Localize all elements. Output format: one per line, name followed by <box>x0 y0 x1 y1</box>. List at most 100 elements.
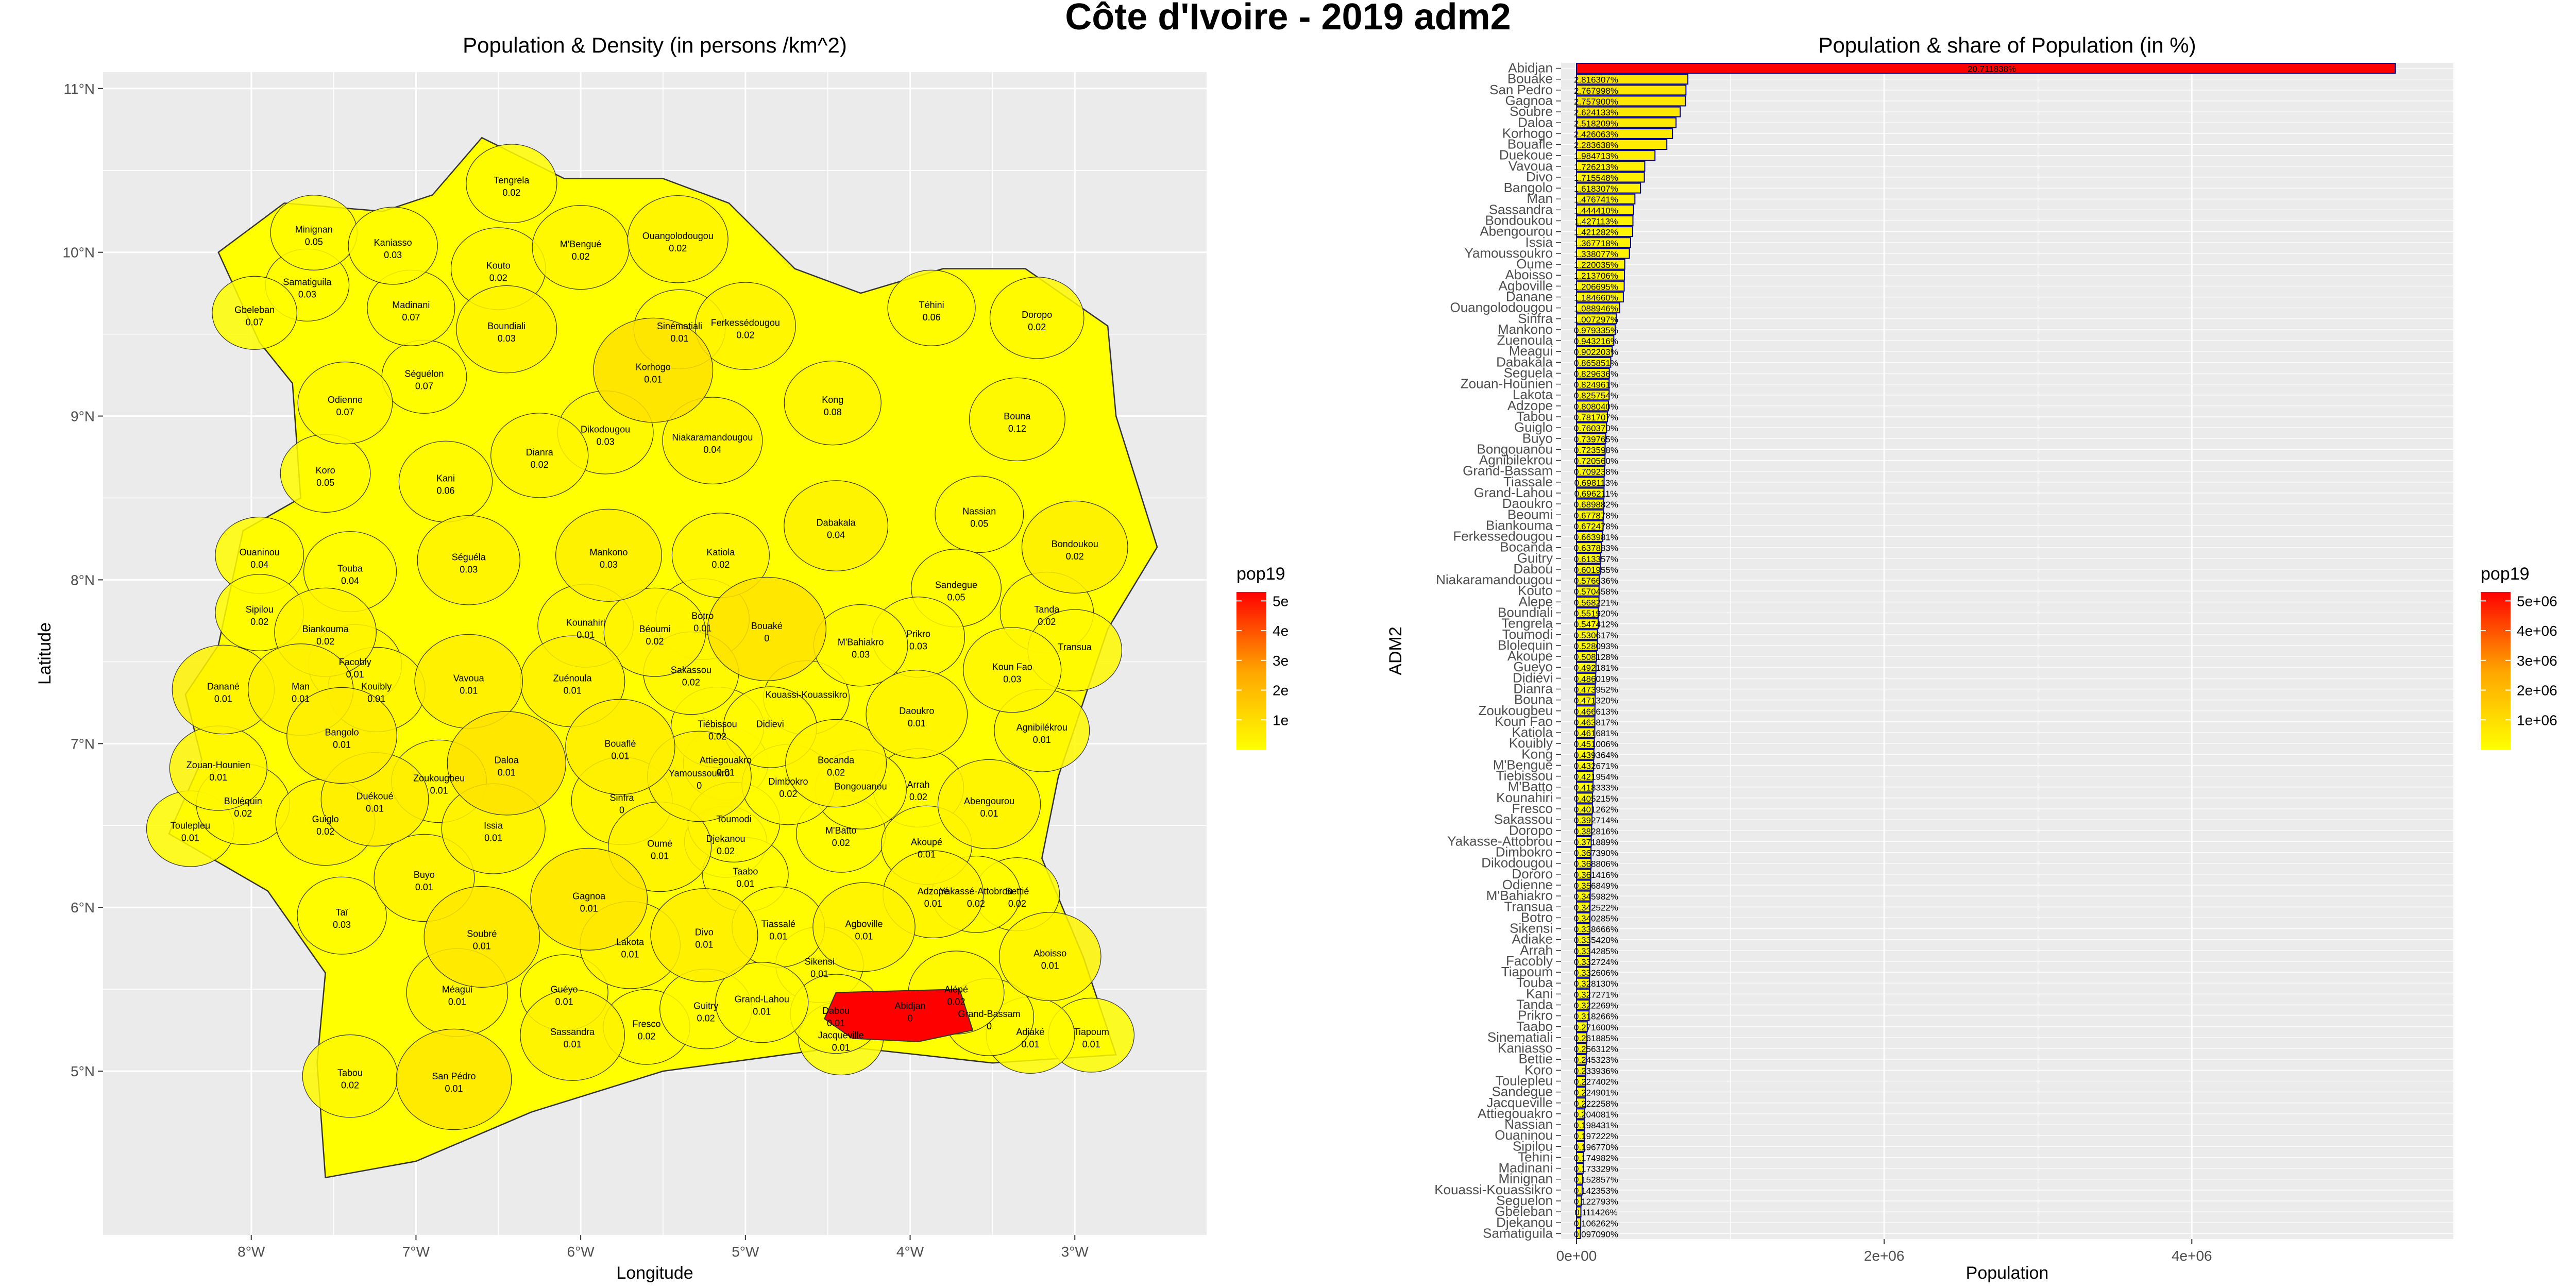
region-shape <box>812 882 916 972</box>
bar-y-tick-label: Zuenoula <box>1497 332 1553 348</box>
bar <box>1576 117 1677 128</box>
bar-y-tick-label: Sassandra <box>1489 201 1553 217</box>
bar-data-label: 0.466613% <box>1574 707 1618 717</box>
bar <box>1576 727 1596 738</box>
region-density-label: 0.01 <box>460 686 478 696</box>
region-density-label: 0.02 <box>669 243 687 253</box>
bar-data-label: 1.984713% <box>1574 151 1618 161</box>
bar-y-tick-label: Divo <box>1526 169 1553 184</box>
legend-label: 3e+06 <box>1273 653 1288 669</box>
bar-y-tick-label: Kani <box>1526 986 1553 1001</box>
region-shape <box>466 144 557 223</box>
bar-data-label: 0.332606% <box>1574 968 1618 978</box>
legend-colorbar <box>2481 592 2511 750</box>
bar <box>1576 999 1590 1011</box>
region-name-label: Daoukro <box>899 706 934 716</box>
bar-data-label: 1.184660% <box>1574 293 1618 302</box>
region-density-label: 0.01 <box>924 899 942 909</box>
bar-data-label: 0.576636% <box>1574 576 1618 586</box>
bar-data-label: 0.421954% <box>1574 772 1618 782</box>
bar-y-tick-label: Didievi <box>1513 670 1553 685</box>
region-name-label: Zoukougbeu <box>413 773 465 783</box>
region-name-label: Dikodougou <box>581 424 630 434</box>
bar-y-tick-label: Zouan-Hounien <box>1461 376 1553 392</box>
region-name-label: Prikro <box>906 629 930 639</box>
region-name-label: Niakaramandougou <box>672 432 753 443</box>
region-shape <box>785 719 887 808</box>
region-density-label: 0.03 <box>852 650 870 660</box>
bar <box>1576 161 1646 172</box>
bar-y-tick-label: Yamoussoukro <box>1465 245 1553 261</box>
bar-data-label: 0.698113% <box>1574 478 1618 488</box>
bar-data-label: 0.943216% <box>1574 336 1618 346</box>
bar-y-tick-label: Ouaninou <box>1495 1127 1553 1143</box>
bar-data-label: 0.327271% <box>1574 990 1618 999</box>
region-density-label: 0.02 <box>1028 322 1046 332</box>
region-density-label: 0.04 <box>703 445 721 455</box>
region-density-label: 0.12 <box>1008 423 1026 434</box>
bar-data-label: 0.342522% <box>1574 903 1618 912</box>
bar <box>1576 847 1592 858</box>
region-shape <box>707 577 826 681</box>
bar-y-tick-label: Koun Fao <box>1495 714 1553 729</box>
bar-data-label: 0.204081% <box>1574 1110 1618 1120</box>
bar-y-tick-label: Bouake <box>1507 71 1553 87</box>
bar <box>1576 1228 1581 1239</box>
region-density-label: 0.02 <box>316 826 334 837</box>
bar-y-tick-label: Seguela <box>1504 365 1553 380</box>
region-shape <box>348 207 438 285</box>
region-name-label: Bondoukou <box>1052 539 1098 549</box>
bar-y-tick-label: Sikensi <box>1510 921 1553 936</box>
region-density-label: 0.01 <box>580 903 598 913</box>
bar <box>1576 63 2396 74</box>
region-name-label: Bouaflé <box>604 739 636 749</box>
bar-y-tick-label: Jacqueville <box>1486 1095 1553 1110</box>
bar-y-tick-label: Taabo <box>1516 1019 1553 1034</box>
region-density-label: 0.07 <box>336 407 354 417</box>
bar-y-tick-label: Dianra <box>1513 681 1553 696</box>
bar-y-tick-label: Oume <box>1516 256 1553 272</box>
bar-y-tick-label: Tabou <box>1516 409 1553 424</box>
bar-data-label: 0.271600% <box>1574 1023 1618 1032</box>
region-name-label: Korhogo <box>636 362 671 372</box>
region-shape <box>456 285 557 374</box>
region-density-label: 0.02 <box>502 188 520 198</box>
bar-y-tick-label: Biankouma <box>1486 517 1553 533</box>
region-density-label: 0.01 <box>445 1083 463 1094</box>
bar <box>1576 150 1656 161</box>
bar-y-tick-label: Kouibly <box>1509 735 1553 751</box>
map-x-axis-title: Longitude <box>616 1263 693 1283</box>
bar-data-label: 0.473952% <box>1574 685 1618 694</box>
bar-y-tick-label: Korhogo <box>1502 125 1553 141</box>
region-name-label: Vavoua <box>453 673 485 684</box>
bar-y-tick-label: Abengourou <box>1480 224 1553 239</box>
bar-data-label: 0.328130% <box>1574 979 1618 989</box>
legend-title: pop19 <box>1236 564 1285 584</box>
bar-y-tick-label: Lakota <box>1513 387 1553 402</box>
region-shape <box>935 476 1024 553</box>
bar <box>1576 389 1610 401</box>
bar <box>1576 923 1590 935</box>
region-shape <box>998 912 1101 1002</box>
bar-y-tick-label: Kounahiri <box>1496 790 1553 805</box>
region-density-label: 0.02 <box>646 636 664 647</box>
bar-data-label: 0.781707% <box>1574 413 1618 422</box>
bar-data-label: 0.760370% <box>1574 423 1618 433</box>
bar-data-label: 0.677878% <box>1574 511 1618 520</box>
region-name-label: Adzopé <box>918 886 949 896</box>
bar-data-label: 0.439364% <box>1574 750 1618 760</box>
region-density-label: 0.01 <box>564 686 582 696</box>
bar-y-tick-label: Seguelon <box>1496 1193 1553 1208</box>
bar-y-tick-label: Dimbokro <box>1496 844 1553 860</box>
bar-y-tick-label: Gueyo <box>1513 659 1553 674</box>
bar <box>1576 269 1625 281</box>
region-name-label: Toulepleu <box>171 821 210 831</box>
legend-label: 1e+06 <box>2517 712 2557 728</box>
bar-data-label: 0.197222% <box>1574 1131 1618 1141</box>
region-density-label: 0.01 <box>1082 1039 1100 1049</box>
bar-y-tick-label: Meagui <box>1509 343 1553 359</box>
region-shape <box>969 377 1065 462</box>
bar-y-tick-label: Buyo <box>1522 430 1553 446</box>
region-name-label: Facobly <box>339 657 371 667</box>
map-y-tick-label: 10°N <box>62 245 95 261</box>
